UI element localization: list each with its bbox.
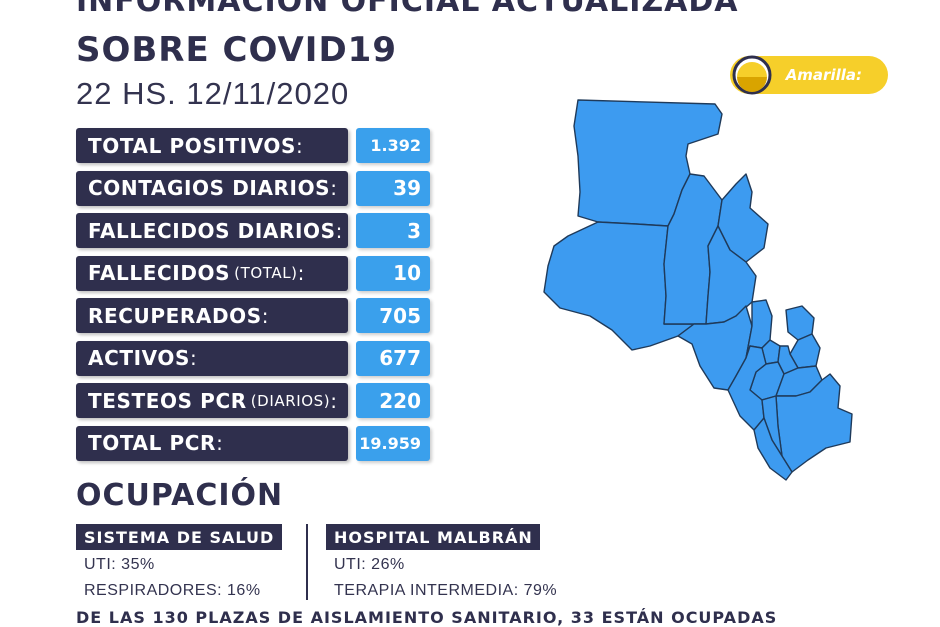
stat-row: ACTIVOS:677 [76, 340, 430, 376]
stat-row: RECUPERADOS:705 [76, 298, 430, 333]
stat-label-text: TOTAL POSITIVOS [88, 133, 297, 158]
stat-value: 10 [356, 255, 430, 291]
stat-label-text: CONTAGIOS DIARIOS [88, 176, 331, 200]
stat-label-sub: (TOTAL) [234, 264, 298, 282]
stat-label-colon: : [297, 261, 305, 285]
hospital-uti: UTI: 26% [334, 556, 405, 573]
header-title: SOBRE COVID19 [76, 30, 397, 70]
ocupacion-title: OCUPACIÓN [76, 478, 284, 513]
footer-note: DE LAS 130 PLAZAS DE AISLAMIENTO SANITAR… [76, 608, 778, 627]
stat-label-colon: : [216, 431, 224, 455]
stat-label-colon: : [335, 218, 343, 243]
stat-value: 677 [356, 340, 430, 376]
stat-label: ACTIVOS: [76, 340, 348, 376]
stat-label-colon: : [330, 176, 338, 200]
stat-value: 3 [356, 213, 430, 248]
stat-row: FALLECIDOS DIARIOS:3 [76, 213, 430, 248]
stat-label: TESTEOS PCR (DIARIOS): [76, 383, 348, 418]
stat-value: 705 [356, 298, 430, 333]
stat-value: 220 [356, 383, 430, 418]
stat-row: TOTAL POSITIVOS:1.392 [76, 128, 430, 163]
stat-value: 39 [356, 170, 430, 206]
stat-label: CONTAGIOS DIARIOS: [76, 170, 348, 206]
section-divider [306, 524, 308, 600]
header-datetime: 22 HS. 12/11/2020 [76, 76, 350, 111]
header-line1: INFORMACIÓN OFICIAL ACTUALIZADA [76, 0, 739, 19]
stat-value: 1.392 [356, 128, 430, 163]
stat-label: RECUPERADOS: [76, 298, 348, 333]
stat-label-text: TESTEOS PCR [88, 388, 247, 413]
stat-label-text: ACTIVOS [88, 346, 190, 370]
stat-label: TOTAL POSITIVOS: [76, 128, 348, 163]
stat-label-colon: : [296, 133, 304, 158]
hospital-tag: HOSPITAL MALBRÁN [326, 524, 540, 550]
stat-label-text: TOTAL PCR [88, 431, 217, 455]
stat-label-colon: : [189, 346, 198, 370]
stat-label: TOTAL PCR: [76, 425, 348, 461]
sistema-salud-tag: SISTEMA DE SALUD [76, 524, 282, 550]
stat-row: CONTAGIOS DIARIOS:39 [76, 170, 430, 206]
catamarca-map [543, 99, 853, 481]
map-department-ancasti-south [753, 417, 793, 481]
stat-label: FALLECIDOS DIARIOS: [76, 213, 348, 248]
stat-label: FALLECIDOS (TOTAL): [76, 255, 348, 291]
stat-label-text: RECUPERADOS [88, 303, 262, 328]
stat-label-sub: (DIARIOS) [250, 391, 331, 410]
stat-row: TOTAL PCR:19.959 [76, 425, 430, 461]
status-badge-label: Amarilla: [785, 66, 862, 84]
stat-row: FALLECIDOS (TOTAL):10 [76, 255, 430, 291]
sistema-salud-respiradores: RESPIRADORES: 16% [84, 582, 261, 599]
stat-value: 19.959 [356, 425, 430, 461]
stat-label-colon: : [261, 303, 270, 328]
sistema-salud-uti: UTI: 35% [84, 556, 155, 573]
stat-label-text: FALLECIDOS DIARIOS [88, 218, 336, 243]
stat-row: TESTEOS PCR (DIARIOS):220 [76, 383, 430, 418]
sun-phase-icon [732, 55, 772, 95]
stat-label-colon: : [330, 388, 338, 413]
hospital-terapia-intermedia: TERAPIA INTERMEDIA: 79% [334, 582, 558, 599]
stat-label-text: FALLECIDOS [88, 261, 231, 285]
